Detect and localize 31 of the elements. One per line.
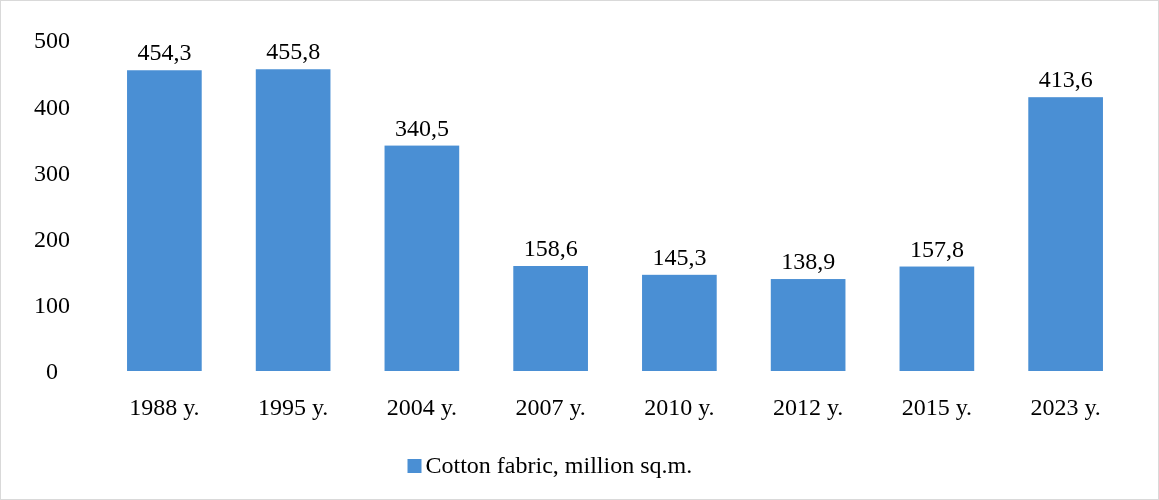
data-label: 138,9 bbox=[781, 248, 836, 275]
y-tick-label: 200 bbox=[34, 226, 70, 252]
x-tick-label: 2015 y. bbox=[901, 394, 973, 420]
y-tick-label: 500 bbox=[34, 27, 70, 54]
x-tick-label: 2023 y. bbox=[1030, 394, 1101, 420]
x-tick-label: 2007 y. bbox=[515, 394, 586, 420]
bar bbox=[255, 69, 331, 371]
legend-label: Cotton fabric, million sq.m. bbox=[425, 452, 693, 479]
data-label: 158,6 bbox=[523, 235, 578, 262]
bar bbox=[642, 274, 717, 371]
y-tick-label: 400 bbox=[34, 93, 70, 120]
data-label: 340,5 bbox=[394, 114, 449, 141]
y-tick-label: 100 bbox=[34, 292, 70, 319]
data-label: 413,6 bbox=[1038, 66, 1093, 93]
data-label: 454,3 bbox=[137, 39, 192, 66]
x-tick-label: 1995 y. bbox=[257, 394, 329, 420]
data-label: 145,3 bbox=[652, 243, 707, 270]
x-tick-label: 2004 y. bbox=[386, 394, 458, 420]
data-label: 157,8 bbox=[909, 235, 964, 262]
bar bbox=[513, 266, 588, 371]
x-tick-label: 1988 y. bbox=[129, 394, 200, 420]
y-tick-label: 0 bbox=[46, 358, 58, 385]
data-label: 455,8 bbox=[266, 38, 321, 65]
bar bbox=[899, 266, 975, 371]
x-tick-label: 2010 y. bbox=[644, 394, 715, 420]
bar bbox=[384, 145, 460, 371]
bar bbox=[127, 70, 202, 371]
x-tick-label: 2012 y. bbox=[772, 394, 844, 420]
y-tick-label: 300 bbox=[34, 159, 70, 186]
bar bbox=[770, 279, 846, 371]
bar bbox=[1028, 97, 1103, 371]
